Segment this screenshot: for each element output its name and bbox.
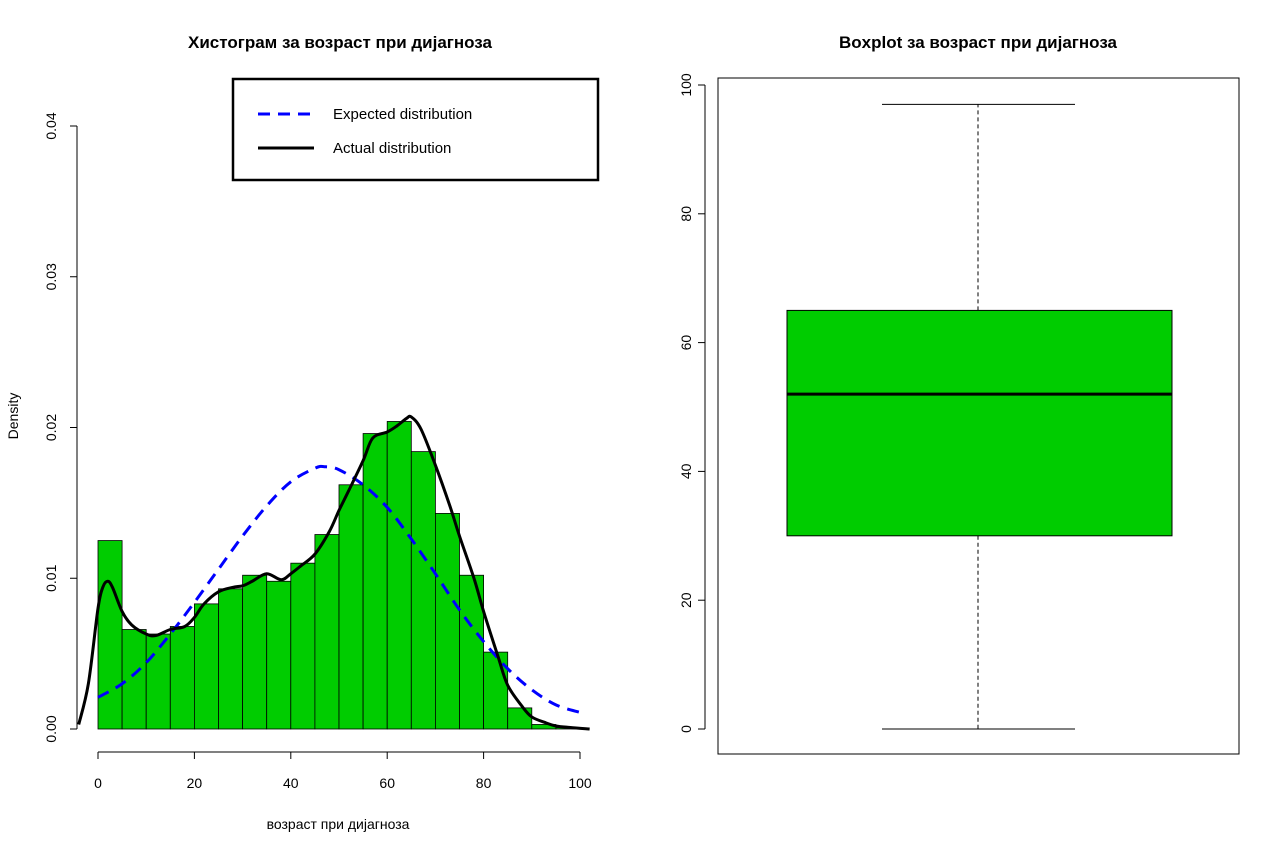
- legend-box: [231, 77, 600, 182]
- histogram-bar: [242, 574, 268, 730]
- y-tick-label: 0.01: [43, 564, 59, 591]
- histogram-bar: [507, 707, 533, 730]
- histogram-bar: [97, 540, 123, 730]
- x-tick-label: 0: [94, 775, 102, 791]
- histogram-panel: Хистограм за возраст при дијагноза 0 20 40…: [5, 33, 600, 832]
- histogram-bar: [362, 433, 388, 730]
- histogram-bar: [386, 421, 412, 730]
- histogram-bar: [338, 484, 364, 730]
- histogram-bar: [193, 603, 219, 730]
- y-tick-label: 0.03: [43, 263, 59, 290]
- x-tick-label: 80: [476, 775, 492, 791]
- y-tick-label: 0.00: [43, 715, 59, 742]
- legend-expected-label: Expected distribution: [333, 106, 472, 123]
- boxplot-panel: Boxplot за возраст при дијагноза 0 20 40 60…: [678, 33, 1240, 755]
- x-tick-label: 100: [568, 775, 592, 791]
- histogram-bar: [290, 562, 316, 730]
- legend-actual-label: Actual distribution: [333, 140, 451, 157]
- histogram-bar: [314, 534, 340, 730]
- actual-distribution-line: [77, 414, 590, 731]
- histogram-y-axis-label: Density: [5, 393, 21, 440]
- x-tick-label: 40: [283, 775, 299, 791]
- y-tick-label: 20: [678, 592, 694, 608]
- boxplot-y-axis: 0 20 40 60 80 100: [678, 73, 706, 733]
- expected-distribution-line: [97, 464, 581, 714]
- histogram-bar: [410, 451, 436, 730]
- boxplot-frame: [717, 77, 1240, 755]
- histogram-bar: [434, 513, 460, 730]
- histogram-x-axis: 0 20 40 60 80 100: [94, 751, 592, 791]
- histogram-y-axis: 0.00 0.01 0.02 0.03 0.04: [43, 112, 78, 743]
- y-tick-label: 40: [678, 463, 694, 479]
- histogram-curves: [77, 414, 590, 731]
- histogram-bar: [169, 626, 195, 730]
- x-tick-label: 60: [379, 775, 395, 791]
- y-tick-label: 0.02: [43, 414, 59, 441]
- histogram-bar: [145, 633, 171, 730]
- y-tick-label: 80: [678, 206, 694, 222]
- legend: Expected distribution Actual distributio…: [231, 77, 600, 182]
- y-tick-label: 0: [678, 725, 694, 733]
- y-tick-label: 60: [678, 335, 694, 351]
- boxplot-shapes: [786, 103, 1173, 730]
- histogram-title: Хистограм за возраст при дијагноза: [188, 33, 493, 52]
- y-tick-label: 0.04: [43, 112, 59, 139]
- histogram-bar: [266, 580, 292, 730]
- histogram-bar: [218, 588, 244, 730]
- y-tick-label: 100: [678, 73, 694, 97]
- histogram-bar: [121, 629, 147, 730]
- x-tick-label: 20: [187, 775, 203, 791]
- interquartile-box: [786, 309, 1173, 537]
- boxplot-title: Boxplot за возраст при дијагноза: [839, 33, 1118, 52]
- histogram-x-axis-label: возраст при дијагноза: [267, 816, 410, 832]
